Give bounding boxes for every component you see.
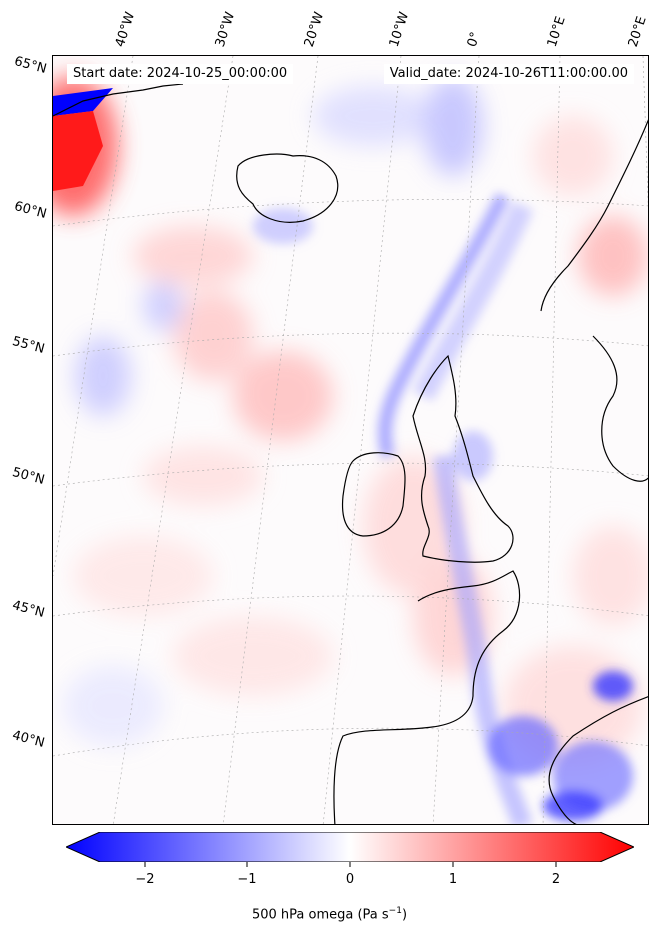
colorbar-tick-marks xyxy=(144,862,557,867)
lat-label-60n: 60°N xyxy=(12,199,49,222)
lon-label-40w: 40°W xyxy=(112,10,139,49)
colorbar-tick-neg1: −1 xyxy=(237,872,257,887)
colorbar-tick-1: 1 xyxy=(448,872,458,887)
colorbar-label: 500 hPa omega (Pa s−1) xyxy=(0,906,659,922)
lat-label-55n: 55°N xyxy=(10,334,47,357)
lat-label-50n: 50°N xyxy=(10,465,47,488)
colorbar-tick-neg2: −2 xyxy=(135,872,155,887)
map-panel: Start date: 2024-10-25_00:00:00 Valid_da… xyxy=(52,55,649,825)
valid-date-label: Valid_date: 2024-10-26T11:00:00.00 xyxy=(383,64,634,84)
omega-field-map xyxy=(53,56,648,824)
start-date-label: Start date: 2024-10-25_00:00:00 xyxy=(67,64,294,84)
lat-label-45n: 45°N xyxy=(10,598,47,621)
colorbar-tick-0: 0 xyxy=(345,872,355,887)
lon-label-10e: 10°E xyxy=(544,14,569,50)
lat-label-65n: 65°N xyxy=(12,54,49,77)
colorbar-label-suffix: ) xyxy=(401,907,408,923)
lon-label-20w: 20°W xyxy=(301,10,328,49)
colorbar-tick-2: 2 xyxy=(551,872,561,887)
lon-label-10w: 10°W xyxy=(386,10,413,49)
colorbar-label-exponent: −1 xyxy=(388,906,402,916)
lat-label-40n: 40°N xyxy=(10,728,47,751)
lon-label-0: 0° xyxy=(464,30,484,49)
lon-label-30w: 30°W xyxy=(212,10,239,49)
colorbar-label-prefix: 500 hPa omega (Pa s xyxy=(251,907,389,923)
lon-label-20e: 20°E xyxy=(625,14,650,50)
colorbar xyxy=(66,832,634,862)
